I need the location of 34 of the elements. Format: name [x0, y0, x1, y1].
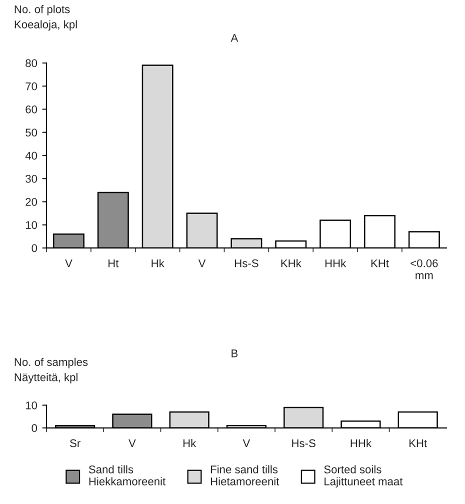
- x-tick-label: V: [198, 259, 206, 268]
- x-tick-label: V: [128, 439, 136, 448]
- x-tick-label: Ht: [108, 259, 119, 268]
- y-tick-label: 60: [26, 106, 38, 114]
- y-tick-label: 0: [32, 244, 38, 252]
- legend-label: Sand tills Hiekkamoreenit: [88, 465, 166, 486]
- x-tick-label: V: [242, 439, 250, 448]
- y-tick-label: 30: [26, 174, 38, 183]
- x-tick-label: HHk: [325, 259, 346, 268]
- y-tick-label: 40: [25, 152, 38, 160]
- legend-label: Sorted soils Lajittuneet maat: [324, 465, 403, 488]
- chart-title: B: [232, 350, 238, 358]
- x-tick-label: KHt: [409, 439, 428, 448]
- y-tick-label: 10: [26, 401, 38, 410]
- x-tick-label: Hk: [183, 439, 196, 448]
- x-tick-label: Hk: [152, 259, 164, 268]
- x-tick-label: HHk: [350, 439, 372, 448]
- legend-label: Fine sand tills Hietamoreenit: [210, 465, 280, 486]
- x-tick-label: Hs-S: [235, 259, 258, 268]
- y-tick-label: 80: [26, 59, 38, 68]
- x-tick-label: Sr: [70, 439, 80, 448]
- x-tick-label: KHt: [371, 259, 389, 268]
- y-axis-title: No. of samples Näytteitä, kpl: [14, 358, 88, 384]
- y-tick-label: 10: [26, 221, 38, 229]
- y-tick-label: 50: [26, 128, 38, 136]
- x-tick-label: KHk: [281, 259, 302, 268]
- chart-title: A: [230, 34, 238, 42]
- x-tick-label: V: [65, 259, 72, 268]
- x-tick-label: <0.06 mm: [410, 259, 438, 280]
- x-tick-label: Hs-S: [292, 439, 316, 448]
- y-tick-label: 20: [26, 198, 38, 206]
- y-tick-label: 70: [26, 82, 38, 90]
- y-axis-title: No. of plots Koealoja, kpl: [14, 5, 77, 31]
- y-tick-label: 0: [32, 424, 38, 432]
